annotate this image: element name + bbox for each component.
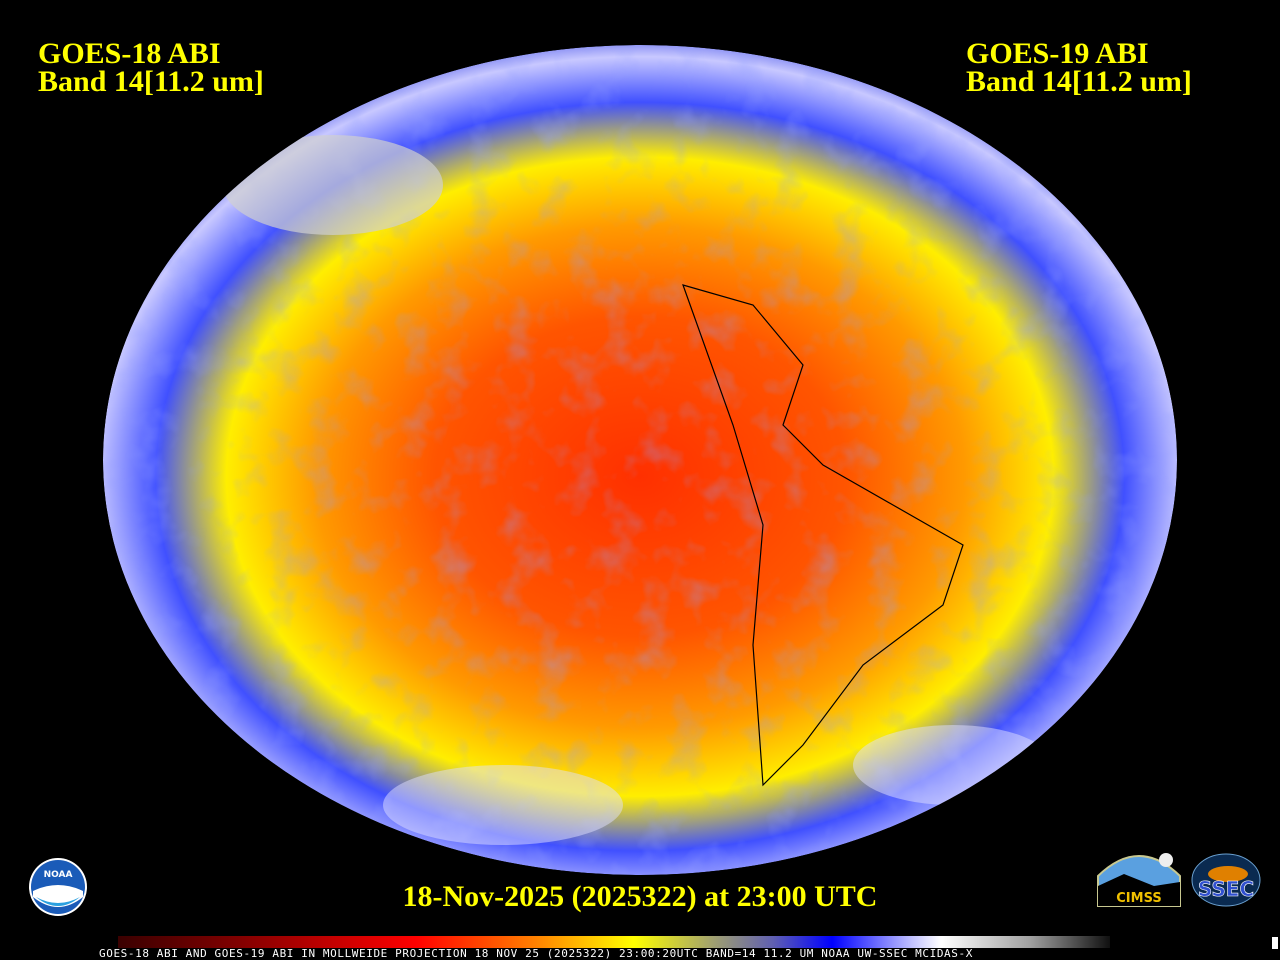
goes18-title: GOES-18 ABI Band 14[11.2 um]	[38, 37, 264, 98]
satellite-globe-image	[103, 45, 1177, 875]
svg-text:NOAA: NOAA	[44, 870, 73, 880]
corner-marker	[1272, 937, 1278, 949]
goes19-satellite: GOES-19 ABI	[966, 37, 1149, 70]
goes19-title: GOES-19 ABI Band 14[11.2 um]	[966, 37, 1192, 98]
cimss-logo: CIMSS	[1097, 853, 1181, 907]
colorbar	[118, 936, 1110, 948]
noaa-logo: NOAA	[29, 858, 87, 916]
goes18-satellite: GOES-18 ABI	[38, 37, 221, 70]
svg-text:SSEC: SSEC	[1198, 877, 1254, 901]
image-caption: GOES-18 ABI AND GOES-19 ABI IN MOLLWEIDE…	[99, 947, 973, 960]
goes19-band: Band 14[11.2 um]	[966, 65, 1192, 98]
ssec-logo: SSEC	[1191, 853, 1261, 907]
goes18-band: Band 14[11.2 um]	[38, 65, 264, 98]
svg-text:CIMSS: CIMSS	[1116, 891, 1161, 906]
timestamp-label: 18-Nov-2025 (2025322) at 23:00 UTC	[402, 880, 878, 913]
